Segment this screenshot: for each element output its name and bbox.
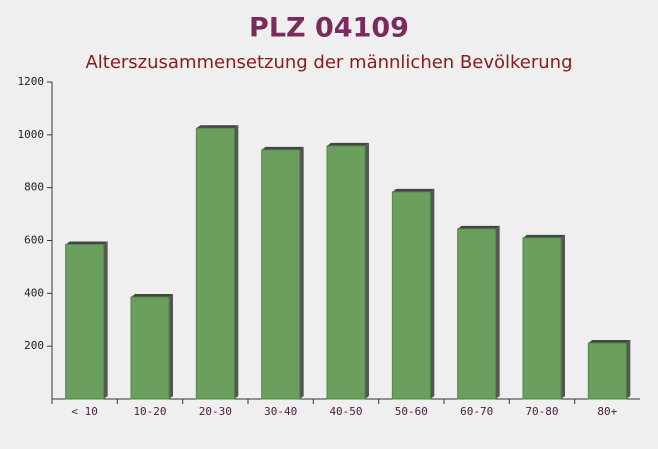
x-tick-label: 50-60 xyxy=(395,405,428,418)
y-tick-label: 1000 xyxy=(18,128,45,141)
bar xyxy=(587,342,627,400)
bar-shadow xyxy=(261,146,304,150)
bar-shadow xyxy=(65,241,108,245)
y-tick-label: 800 xyxy=(24,181,44,194)
y-tick-label: 200 xyxy=(24,339,44,352)
bar-shadow xyxy=(523,234,565,238)
bar-shadow xyxy=(131,294,173,298)
bar-shadow xyxy=(327,142,369,146)
x-tick-label: 60-70 xyxy=(460,405,493,418)
x-tick-label: 40-50 xyxy=(329,405,362,418)
bar xyxy=(261,149,301,400)
bar-shadow xyxy=(457,225,500,229)
bar-shadow xyxy=(588,339,631,343)
bar-shadow xyxy=(196,125,239,129)
bar-shadow xyxy=(169,294,173,399)
bar-shadow xyxy=(430,188,435,399)
bar-shadow xyxy=(103,241,108,399)
bar xyxy=(195,127,235,400)
chart-subtitle: Alterszusammensetzung der männlichen Bev… xyxy=(85,52,572,73)
x-tick-label: 80+ xyxy=(597,405,617,418)
x-tick-label: 10-20 xyxy=(133,405,166,418)
bar-shadow xyxy=(561,234,565,399)
bar xyxy=(65,243,105,400)
y-tick-label: 1200 xyxy=(18,75,45,88)
bar xyxy=(457,228,497,400)
bar-shadow xyxy=(392,188,435,192)
bar-shadow xyxy=(234,125,239,400)
bar-shadow xyxy=(365,142,369,399)
bar xyxy=(522,237,562,400)
x-tick-label: < 10 xyxy=(71,405,98,418)
bar xyxy=(326,145,366,400)
bar-shadow xyxy=(626,339,631,399)
y-tick-label: 600 xyxy=(24,234,44,247)
y-tick-label: 400 xyxy=(24,286,44,299)
bar xyxy=(391,191,431,400)
bar-shadow xyxy=(299,146,304,399)
x-tick-label: 70-80 xyxy=(525,405,558,418)
x-tick-label: 30-40 xyxy=(264,405,297,418)
x-tick-label: 20-30 xyxy=(199,405,232,418)
bar xyxy=(130,296,170,400)
bar-shadow xyxy=(495,225,500,399)
chart-title: PLZ 04109 xyxy=(249,13,409,44)
